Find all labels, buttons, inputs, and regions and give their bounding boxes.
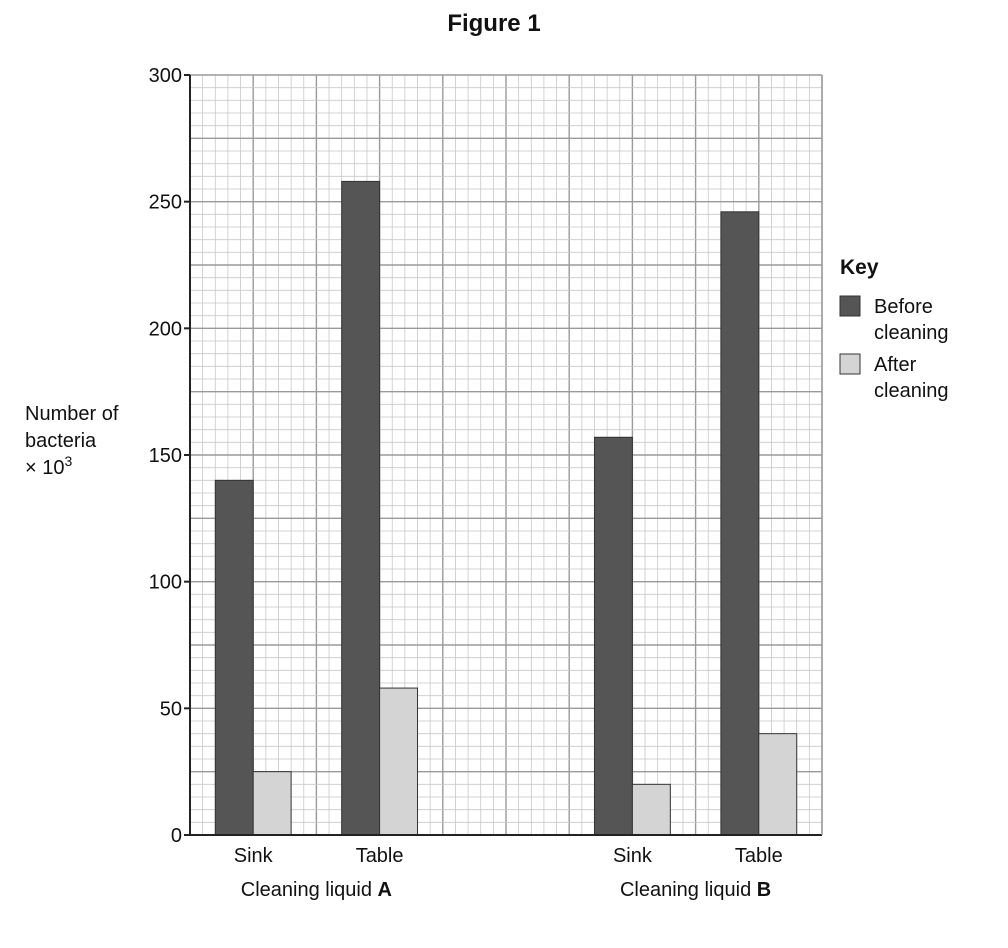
category-label: Sink: [613, 845, 653, 867]
legend-label: cleaning: [874, 380, 949, 402]
labels: Sink Table Cleaning liquid A Sink Table Clean…: [25, 65, 783, 901]
y-tick-label: 250: [149, 192, 182, 214]
legend-swatch: [839, 353, 861, 375]
bar-after-table-a: [379, 687, 419, 836]
axes: [184, 74, 823, 836]
y-axis-label-line: Number of: [25, 403, 119, 425]
figure-title: Figure 1: [447, 10, 540, 37]
category-label: Sink: [234, 845, 274, 867]
bar-before-sink-a: [214, 479, 254, 836]
bar-before-sink-b: [593, 436, 633, 836]
y-axis-label-line: bacteria: [25, 430, 97, 452]
bar-after-sink-b: [631, 783, 671, 836]
y-tick-label: 100: [149, 572, 182, 594]
y-tick-label: 50: [160, 698, 182, 720]
bar-after-table-b: [758, 733, 798, 836]
legend-swatch: [839, 295, 861, 317]
y-tick-label: 200: [149, 318, 182, 340]
y-tick-label: 300: [149, 65, 182, 87]
y-tick-label: 0: [171, 825, 182, 847]
group-label: Cleaning liquid B: [620, 879, 771, 901]
bar-before-table-a: [341, 180, 381, 836]
category-label: Table: [356, 845, 404, 867]
bar-before-table-b: [720, 211, 760, 836]
y-axis-label-line: × 103: [25, 453, 72, 479]
legend-label: Before: [874, 296, 933, 318]
y-tick-label: 150: [149, 445, 182, 467]
group-label: Cleaning liquid A: [241, 879, 392, 901]
legend-label: After: [874, 354, 917, 376]
legend-label: cleaning: [874, 322, 949, 344]
legend: Key Before cleaning After cleaning: [839, 256, 949, 402]
bar-after-sink-a: [252, 771, 292, 836]
category-label: Table: [735, 845, 783, 867]
legend-title: Key: [840, 256, 879, 279]
